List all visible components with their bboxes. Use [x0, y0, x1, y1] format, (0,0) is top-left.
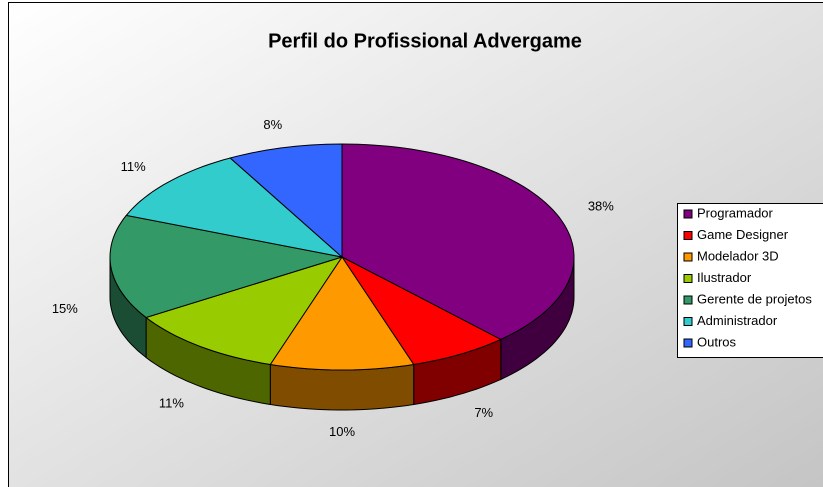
legend-swatch — [683, 209, 693, 219]
slice — [125, 157, 344, 258]
legend-swatch — [683, 317, 693, 326]
legend — [677, 203, 823, 358]
slice — [145, 256, 344, 366]
slice — [109, 214, 343, 319]
legend-swatch — [683, 338, 693, 348]
legend-label: Ilustrador — [697, 270, 752, 285]
legend-swatch — [683, 252, 693, 262]
legend-label: Programador — [697, 205, 774, 220]
chart-title: Perfil do Profissional Advergame — [268, 30, 582, 52]
legend-swatch — [683, 295, 693, 305]
data-label: 10% — [329, 424, 355, 439]
slice — [269, 256, 415, 371]
data-label: 8% — [263, 117, 282, 132]
data-label: 15% — [52, 301, 78, 316]
slice — [341, 143, 575, 340]
legend-label: Modelador 3D — [697, 248, 779, 263]
legend-swatch — [683, 274, 693, 283]
data-label: 11% — [121, 159, 146, 174]
slice-side — [269, 363, 415, 411]
slice — [341, 256, 502, 366]
legend-label: Outros — [697, 334, 737, 349]
legend-label: Administrador — [697, 313, 778, 328]
legend-label: Gerente de projetos — [697, 291, 812, 306]
slice — [229, 143, 343, 259]
data-label: 38% — [588, 199, 614, 214]
legend-label: Game Designer — [697, 227, 789, 242]
data-label: 11% — [159, 396, 184, 411]
legend-swatch — [683, 231, 693, 240]
data-label: 7% — [474, 405, 493, 420]
